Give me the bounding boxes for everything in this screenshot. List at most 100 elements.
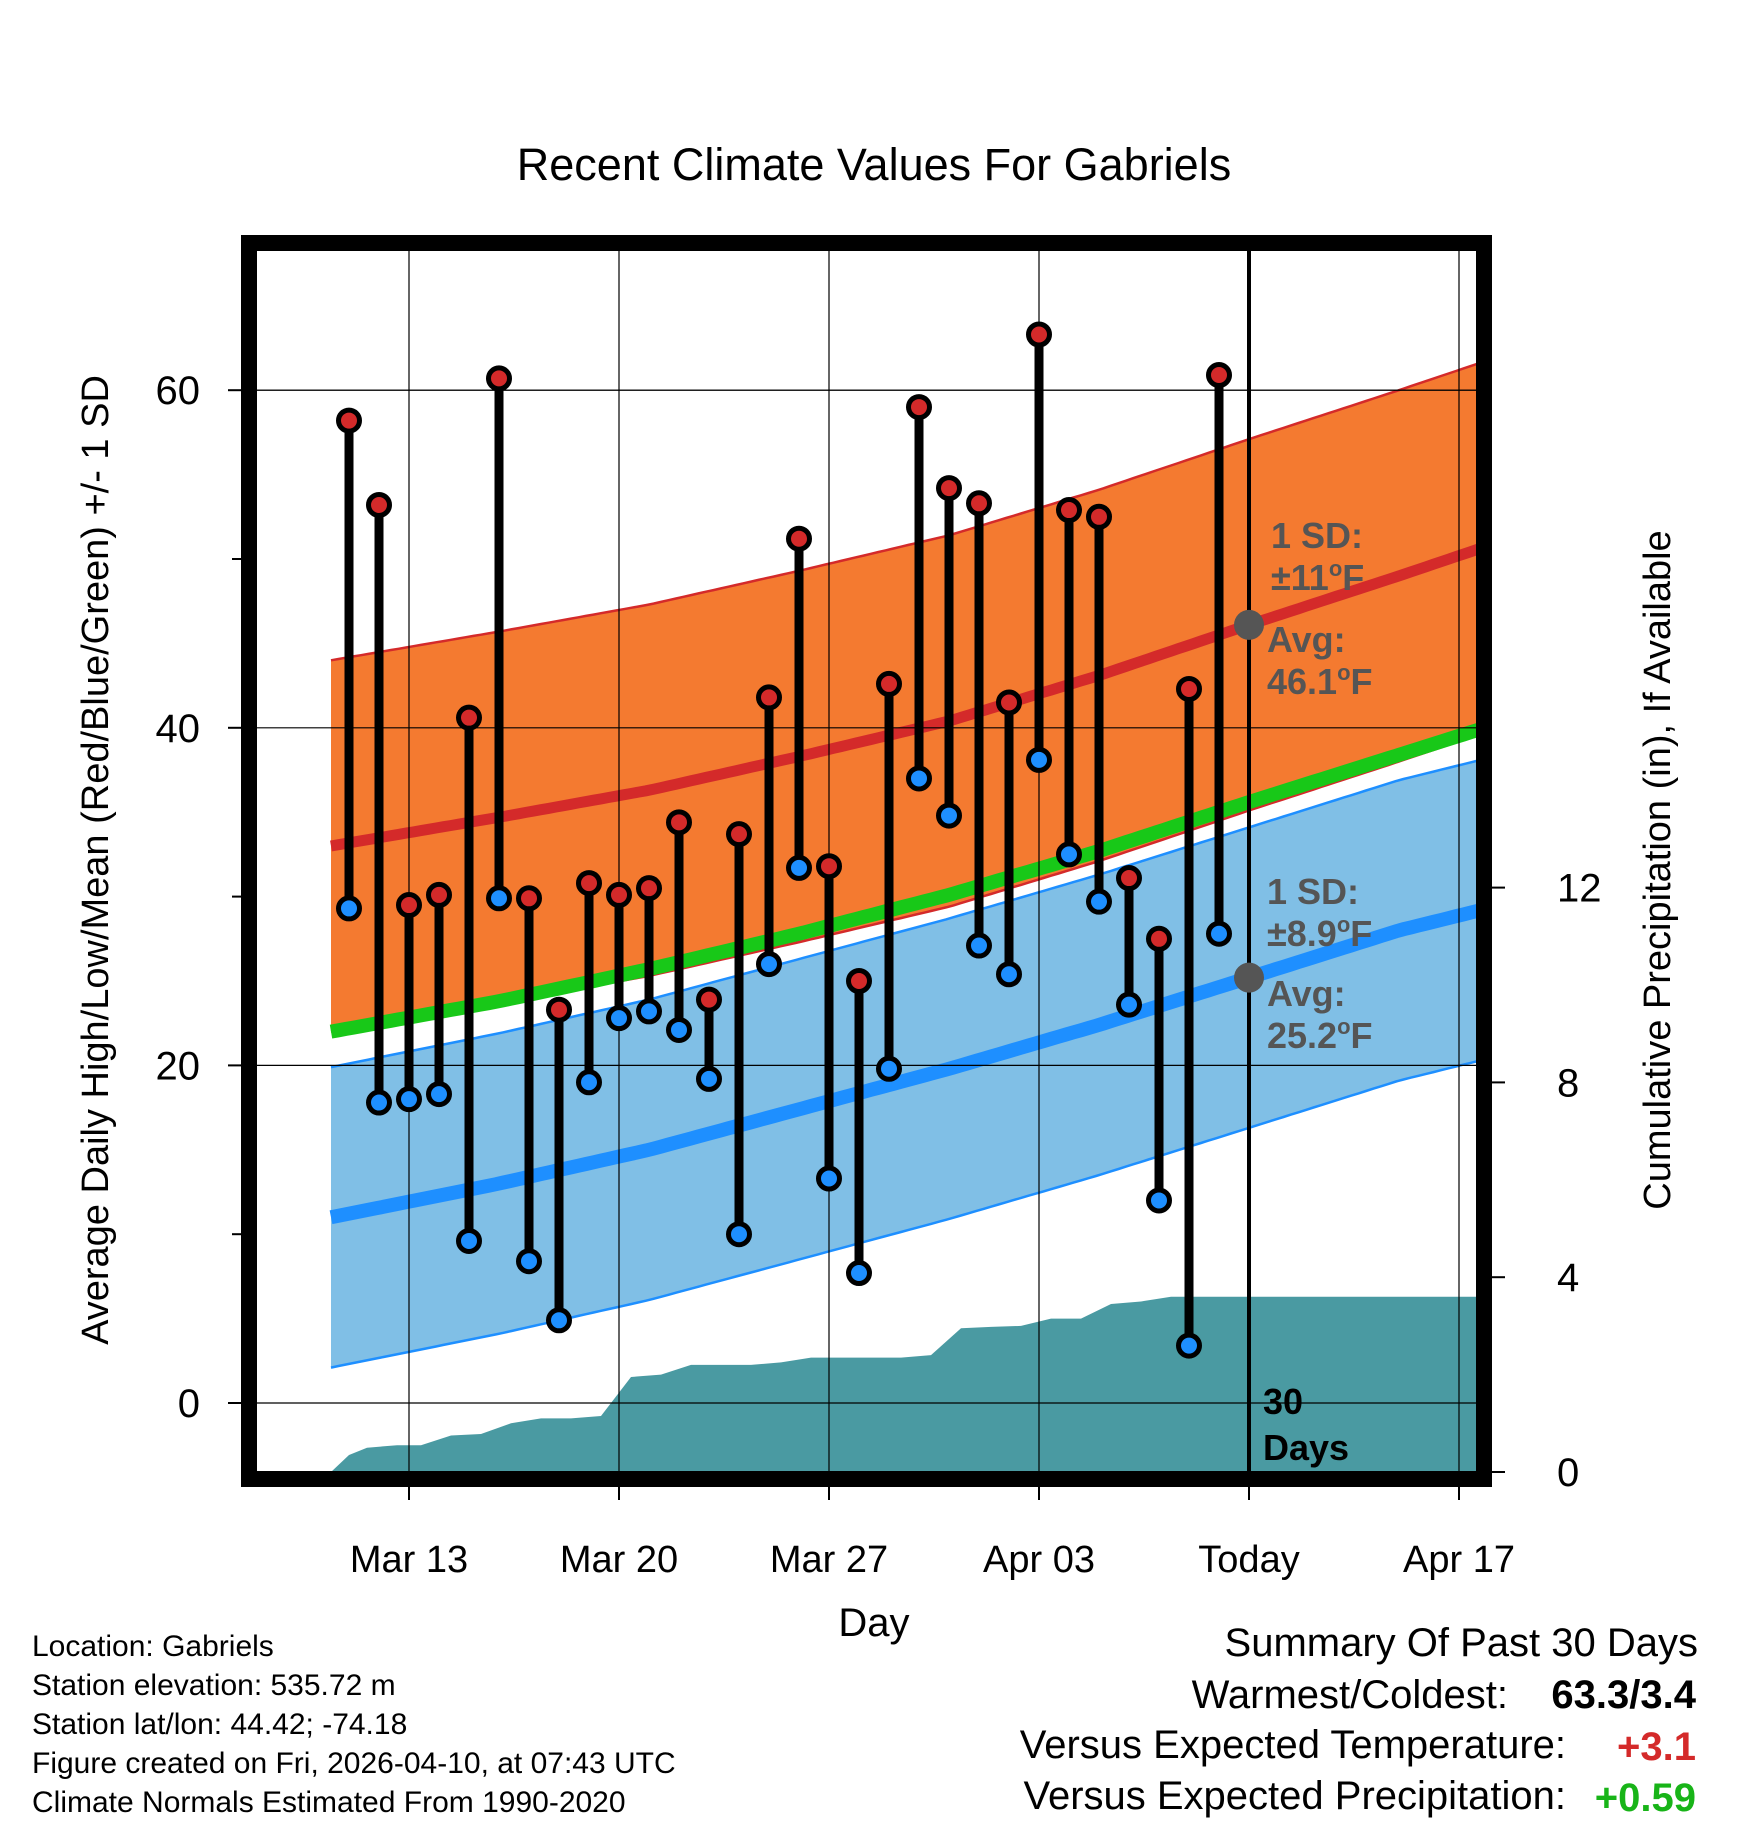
daily-high-point bbox=[876, 670, 902, 697]
summary-warmest-value: 63.3/3.4 bbox=[1551, 1673, 1696, 1717]
x-tick-label: Today bbox=[1198, 1539, 1299, 1581]
daily-low-point bbox=[606, 1005, 632, 1032]
daily-low-point bbox=[996, 961, 1022, 988]
summary-warmest-label: Warmest/Coldest: bbox=[1191, 1673, 1508, 1717]
low-sd-label: 1 SD: bbox=[1267, 871, 1359, 912]
daily-low-point bbox=[336, 895, 362, 922]
high-avg-marker bbox=[1234, 609, 1264, 640]
low-sd-value: ±8.9oF bbox=[1267, 912, 1372, 954]
daily-high-point bbox=[606, 881, 632, 908]
summary-temp-value: +3.1 bbox=[1617, 1725, 1696, 1769]
daily-high-point bbox=[1146, 925, 1172, 952]
daily-low-point bbox=[786, 854, 812, 881]
x-tick-label: Mar 27 bbox=[770, 1539, 888, 1581]
daily-high-point bbox=[1176, 675, 1202, 702]
daily-high-point bbox=[336, 407, 362, 434]
y-tick-label: 20 bbox=[156, 1044, 201, 1088]
daily-high-point bbox=[816, 853, 842, 880]
daily-low-point bbox=[576, 1069, 602, 1096]
daily-high-point bbox=[426, 881, 452, 908]
daily-low-point bbox=[516, 1248, 542, 1275]
daily-low-point bbox=[816, 1165, 842, 1192]
daily-high-point bbox=[1116, 865, 1142, 892]
daily-high-point bbox=[516, 885, 542, 912]
daily-low-point bbox=[846, 1260, 872, 1287]
low-avg-value: 25.2oF bbox=[1267, 1014, 1373, 1056]
daily-low-point bbox=[456, 1227, 482, 1254]
daily-high-point bbox=[546, 996, 572, 1023]
daily-low-point bbox=[636, 998, 662, 1025]
y-tick-label: 40 bbox=[156, 707, 201, 751]
daily-low-point bbox=[546, 1307, 572, 1334]
info-elevation: Station elevation: 535.72 m bbox=[32, 1669, 396, 1702]
daily-high-point bbox=[636, 875, 662, 902]
daily-high-point bbox=[1086, 503, 1112, 530]
y2-tick-label: 8 bbox=[1557, 1061, 1579, 1105]
daily-low-point bbox=[396, 1086, 422, 1113]
daily-high-point bbox=[1056, 497, 1082, 524]
daily-low-point bbox=[1206, 920, 1232, 947]
high-normal-line bbox=[330, 543, 1477, 852]
daily-high-point bbox=[696, 986, 722, 1013]
daily-high-point bbox=[996, 689, 1022, 716]
y2-tick-label: 0 bbox=[1557, 1451, 1579, 1495]
daily-high-point bbox=[1026, 321, 1052, 348]
daily-high-point bbox=[366, 491, 392, 518]
high-sd-band bbox=[331, 363, 1477, 1032]
daily-low-point bbox=[876, 1055, 902, 1082]
x-tick-label: Mar 20 bbox=[560, 1539, 678, 1581]
daily-high-point bbox=[486, 365, 512, 392]
axes: 0 20 40 60 0 4 8 12 Mar 13 Mar 20 Mar 27 Apr 03 Toda… bbox=[156, 235, 1602, 1581]
daily-low-point bbox=[486, 885, 512, 912]
daily-low-point bbox=[906, 765, 932, 792]
summary-temp-label: Versus Expected Temperature: bbox=[1019, 1723, 1566, 1767]
plot-frame bbox=[241, 235, 1492, 1487]
y2-tick-label: 12 bbox=[1557, 867, 1602, 911]
daily-low-point bbox=[936, 802, 962, 829]
summary-title: Summary Of Past 30 Days bbox=[1224, 1621, 1698, 1665]
daily-high-point bbox=[966, 490, 992, 517]
x-tick-label: Apr 17 bbox=[1403, 1539, 1515, 1581]
daily-low-point bbox=[1086, 888, 1112, 915]
daily-values bbox=[336, 321, 1232, 1359]
daily-low-point bbox=[756, 951, 782, 978]
daily-high-point bbox=[726, 821, 752, 848]
high-band-upper-edge bbox=[330, 362, 1477, 662]
info-location: Location: Gabriels bbox=[32, 1630, 274, 1663]
low-band-lower-edge bbox=[330, 1059, 1477, 1369]
daily-low-point bbox=[1146, 1187, 1172, 1214]
daily-low-point bbox=[966, 932, 992, 959]
high-avg-value: 46.1oF bbox=[1267, 660, 1373, 702]
daily-low-point bbox=[366, 1089, 392, 1116]
daily-high-point bbox=[846, 968, 872, 994]
high-sd-label: 1 SD: bbox=[1271, 515, 1363, 556]
low-avg-label: Avg: bbox=[1267, 973, 1346, 1014]
daily-high-point bbox=[666, 809, 692, 836]
summary-precip-label: Versus Expected Precipitation: bbox=[1023, 1774, 1566, 1818]
chart-title: Recent Climate Values For Gabriels bbox=[517, 139, 1231, 190]
info-normals: Climate Normals Estimated From 1990-2020 bbox=[32, 1786, 626, 1819]
daily-low-point bbox=[1056, 841, 1082, 868]
today-days-label-line1: 30 bbox=[1263, 1381, 1303, 1422]
plot-area bbox=[329, 362, 1477, 1472]
y2-axis-label: Cumulative Precipitation (in), If Availa… bbox=[1637, 530, 1679, 1209]
daily-low-point bbox=[426, 1081, 452, 1108]
daily-high-point bbox=[906, 394, 932, 421]
high-sd-value: ±11oF bbox=[1271, 556, 1364, 598]
daily-low-point bbox=[1026, 746, 1052, 773]
daily-low-point bbox=[696, 1065, 722, 1092]
y2-tick-label: 4 bbox=[1557, 1256, 1579, 1300]
y-tick-label: 60 bbox=[156, 369, 201, 413]
high-avg-label: Avg: bbox=[1267, 619, 1346, 660]
daily-high-point bbox=[396, 892, 422, 919]
x-axis-label: Day bbox=[838, 1601, 909, 1645]
daily-high-point bbox=[786, 525, 812, 552]
info-latlon: Station lat/lon: 44.42; -74.18 bbox=[32, 1708, 408, 1741]
daily-high-point bbox=[1206, 362, 1232, 389]
x-tick-label: Apr 03 bbox=[983, 1539, 1095, 1581]
daily-high-point bbox=[756, 684, 782, 711]
daily-low-point bbox=[666, 1016, 692, 1043]
daily-high-point bbox=[456, 704, 482, 731]
